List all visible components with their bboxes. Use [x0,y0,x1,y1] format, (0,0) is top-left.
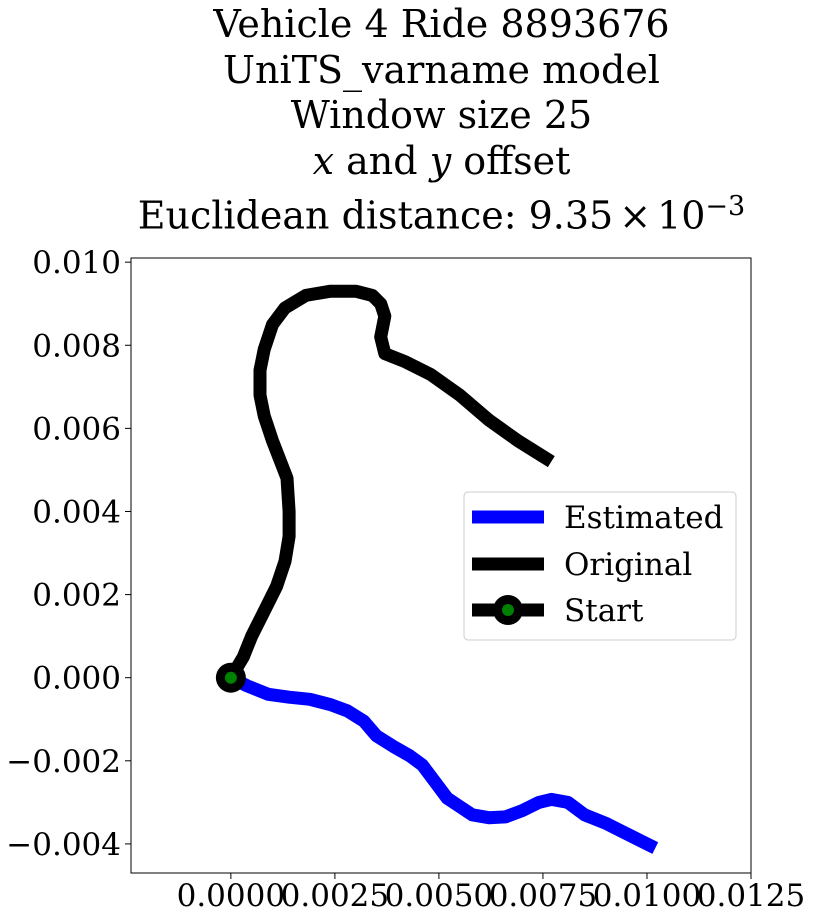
title-x-var: x [312,138,335,183]
title-offset-word: offset [463,138,571,183]
y-tick-label: −0.004 [6,827,121,863]
distance-exponent: −3 [705,191,746,222]
y-axis: −0.004 −0.002 0.000 0.002 0.004 0.006 0.008 0.0… [6,245,131,863]
y-tick-label: 0.006 [32,411,121,447]
distance-times: × [619,193,652,238]
legend-box [463,491,737,641]
legend-start-marker-center [502,604,514,616]
x-tick-label: 0.0075 [489,878,597,914]
distance-base: 10 [657,193,706,238]
legend: Estimated Original Start [463,491,737,641]
title-line-vehicle: Vehicle 4 Ride 8893676 [213,2,670,46]
x-tick-label: 0.0100 [593,878,701,914]
title-y-var: y [429,138,452,183]
axes-frame [130,257,752,874]
x-tick-label: 0.0050 [385,878,493,914]
series-estimated-line [227,671,659,854]
x-tick-label: 0.0000 [177,878,285,914]
y-tick-label: 0.004 [32,494,121,530]
y-tick-label: 0.000 [32,661,121,697]
distance-prefix: Euclidean distance: [137,193,529,238]
series-original-line [225,284,555,682]
title-line-distance: Euclidean distance: 9.35 × 10−3 [0,184,813,239]
title-and: and [346,138,418,183]
y-tick-label: −0.002 [6,744,121,780]
title-line-offset: x and y offset [0,139,813,185]
y-tick-label: 0.010 [32,245,121,281]
title-line-model: UniTS_varname model [223,47,660,92]
legend-label-estimated: Estimated [564,500,723,536]
distance-mantissa: 9.35 [528,193,614,238]
legend-label-start: Start [564,593,644,629]
x-tick-label: 0.0125 [697,878,805,914]
y-tick-label: 0.008 [32,328,121,364]
y-tick-label: 0.002 [32,578,121,614]
plot-lines [215,284,659,854]
start-marker-center [224,671,237,684]
legend-label-original: Original [564,547,692,583]
chart-title: Vehicle 4 Ride 8893676 UniTS_varname mod… [0,2,813,239]
title-line-window: Window size 25 [290,93,593,137]
x-tick-label: 0.0025 [281,878,389,914]
